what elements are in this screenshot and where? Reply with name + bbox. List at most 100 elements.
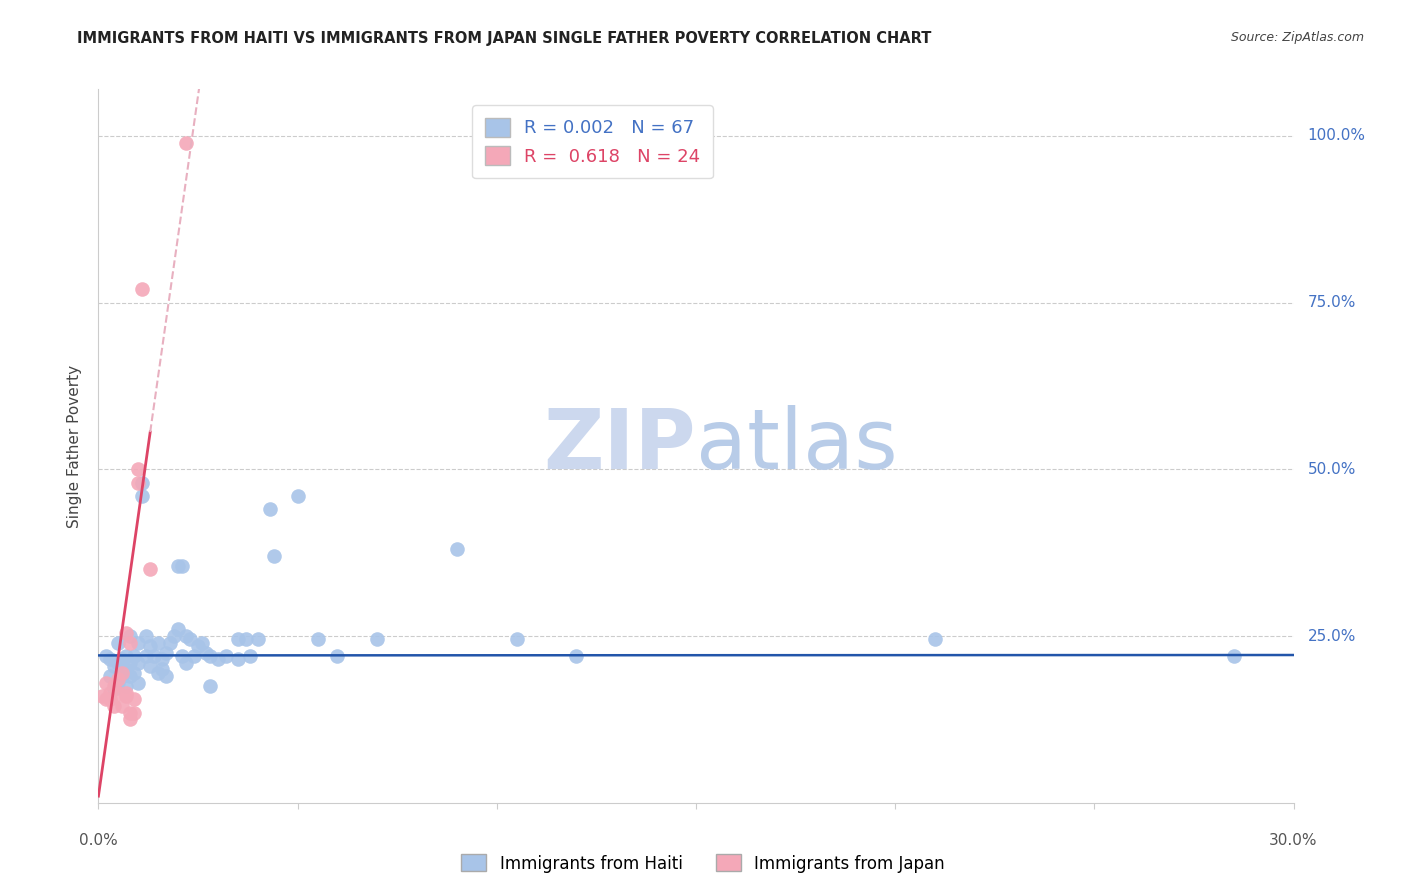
Point [506, 632, 529, 647]
Point [198, 649, 221, 664]
Point [207, 652, 229, 666]
Text: 50.0%: 50.0% [1308, 462, 1355, 477]
Point [172, 649, 194, 664]
Point [120, 636, 142, 650]
Point [103, 679, 125, 693]
Point [135, 629, 157, 643]
Point [124, 706, 146, 720]
Point [215, 649, 238, 664]
Y-axis label: Single Father Poverty: Single Father Poverty [67, 365, 83, 527]
Point [155, 669, 177, 683]
Point [139, 562, 162, 576]
Point [235, 632, 257, 647]
Point [159, 636, 181, 650]
Point [565, 649, 588, 664]
Text: 0.0%: 0.0% [79, 833, 118, 848]
Point [131, 489, 153, 503]
Point [187, 639, 209, 653]
Point [120, 669, 142, 683]
Point [111, 669, 134, 683]
Point [115, 649, 138, 664]
Point [103, 659, 125, 673]
Point [167, 559, 190, 574]
Text: 75.0%: 75.0% [1308, 295, 1355, 310]
Point [148, 665, 170, 680]
Point [111, 652, 134, 666]
Point [115, 686, 138, 700]
Point [446, 542, 468, 557]
Point [174, 656, 197, 670]
Point [98, 686, 122, 700]
Point [107, 673, 129, 687]
Point [124, 665, 146, 680]
Text: 25.0%: 25.0% [1308, 629, 1355, 643]
Point [1223, 649, 1246, 664]
Point [127, 675, 149, 690]
Point [287, 489, 309, 503]
Text: 100.0%: 100.0% [1308, 128, 1365, 144]
Point [107, 636, 129, 650]
Point [98, 669, 122, 683]
Point [150, 652, 173, 666]
Point [131, 475, 153, 490]
Legend: R = 0.002   N = 67, R =  0.618   N = 24: R = 0.002 N = 67, R = 0.618 N = 24 [472, 105, 713, 178]
Point [172, 559, 194, 574]
Point [174, 136, 197, 150]
Point [143, 649, 166, 664]
Point [96, 675, 118, 690]
Point [924, 632, 946, 647]
Point [107, 686, 129, 700]
Point [111, 699, 134, 714]
Point [226, 632, 249, 647]
Text: atlas: atlas [696, 406, 897, 486]
Point [120, 656, 142, 670]
Point [139, 639, 162, 653]
Point [107, 675, 129, 690]
Point [139, 659, 162, 673]
Point [127, 475, 149, 490]
Point [127, 462, 149, 476]
Text: 30.0%: 30.0% [1270, 833, 1317, 848]
Point [98, 692, 122, 706]
Point [246, 632, 269, 647]
Point [120, 713, 142, 727]
Point [263, 549, 285, 563]
Point [124, 692, 146, 706]
Point [107, 656, 129, 670]
Point [115, 625, 138, 640]
Point [120, 706, 142, 720]
Point [326, 649, 349, 664]
Text: Source: ZipAtlas.com: Source: ZipAtlas.com [1230, 31, 1364, 45]
Point [191, 636, 214, 650]
Point [96, 692, 118, 706]
Point [103, 699, 125, 714]
Legend: Immigrants from Haiti, Immigrants from Japan: Immigrants from Haiti, Immigrants from J… [454, 847, 952, 880]
Text: IMMIGRANTS FROM HAITI VS IMMIGRANTS FROM JAPAN SINGLE FATHER POVERTY CORRELATION: IMMIGRANTS FROM HAITI VS IMMIGRANTS FROM… [77, 31, 932, 46]
Point [259, 502, 281, 516]
Point [150, 662, 173, 676]
Point [124, 649, 146, 664]
Point [127, 636, 149, 650]
Point [115, 662, 138, 676]
Point [131, 282, 153, 296]
Point [111, 665, 134, 680]
Point [127, 656, 149, 670]
Point [115, 679, 138, 693]
Point [148, 636, 170, 650]
Point [96, 649, 118, 664]
Point [307, 632, 329, 647]
Point [195, 646, 218, 660]
Point [174, 629, 197, 643]
Point [226, 652, 249, 666]
Point [155, 646, 177, 660]
Point [179, 632, 201, 647]
Point [91, 689, 114, 703]
Point [98, 652, 122, 666]
Point [115, 689, 138, 703]
Point [163, 629, 186, 643]
Point [167, 623, 190, 637]
Point [239, 649, 262, 664]
Point [366, 632, 388, 647]
Text: ZIP: ZIP [544, 406, 696, 486]
Point [183, 649, 205, 664]
